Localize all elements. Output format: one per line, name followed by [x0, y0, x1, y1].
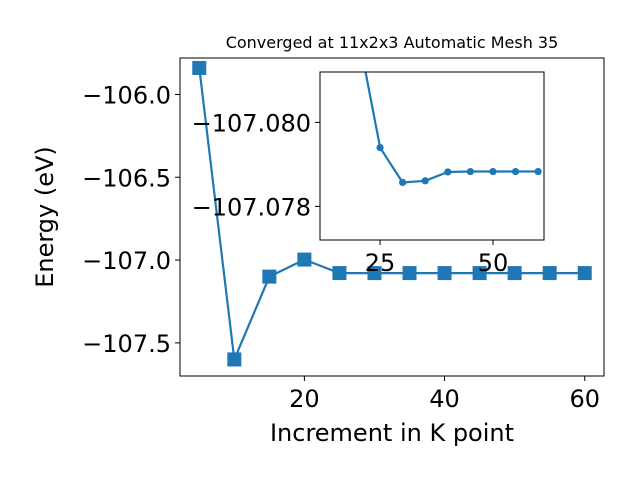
inset-data-point [489, 167, 497, 176]
main-data-point [367, 266, 382, 281]
main-y-tick-label: −106.5 [82, 164, 171, 192]
main-series [192, 60, 592, 367]
inset-data-point [399, 178, 407, 187]
inset-plot-frame [319, 71, 545, 241]
inset-x-ticks: 25 50 [365, 240, 508, 277]
main-x-tick-label: 60 [569, 385, 600, 413]
inset-y-tick-label: −107.080 [192, 109, 311, 137]
main-data-point [507, 266, 522, 281]
main-data-point [262, 269, 277, 284]
main-data-point [437, 266, 452, 281]
inset-x-tick-label: 25 [365, 249, 396, 277]
main-data-point [332, 266, 347, 281]
main-y-tick-label: −107.0 [82, 247, 171, 275]
main-x-tick-label: 40 [429, 385, 460, 413]
inset-data-point [466, 167, 474, 176]
inset-series [364, 72, 542, 187]
inset-y-ticks: −107.078 −107.080 [192, 109, 320, 221]
main-y-tick-label: −107.5 [82, 330, 171, 358]
main-plot-frame [179, 57, 605, 377]
inset-data-point [376, 144, 384, 152]
inset-data-point [534, 167, 542, 176]
main-y-tick-label: −106.0 [82, 81, 171, 109]
main-y-ticks: −107.5 −107.0 −106.5 −106.0 [82, 81, 180, 358]
x-axis-label: Increment in K point [270, 419, 514, 447]
inset-background [320, 72, 544, 240]
main-data-point [192, 60, 207, 75]
main-x-ticks: 20 40 60 [289, 376, 600, 413]
main-data-point [402, 266, 417, 281]
main-data-point [542, 266, 557, 281]
inset-data-point [421, 177, 429, 185]
main-data-point [577, 266, 592, 281]
main-x-tick-label: 20 [289, 385, 320, 413]
inset-y-tick-label: −107.078 [192, 193, 311, 221]
main-data-point [227, 352, 242, 367]
main-data-point [297, 252, 312, 267]
main-axes: 20 40 60 −107.5 −107.0 −106.5 −106.0 Converge… [31, 33, 605, 447]
y-axis-label: Energy (eV) [31, 146, 59, 288]
inset-data-point [511, 167, 520, 176]
inset-data-point [444, 168, 452, 176]
inset-axes: 25 50 −107.078 −107.080 [192, 71, 545, 277]
inset-x-tick-label: 50 [478, 249, 509, 277]
chart-title: Converged at 11x2x3 Automatic Mesh 35 [226, 33, 559, 52]
main-data-point [472, 266, 487, 281]
